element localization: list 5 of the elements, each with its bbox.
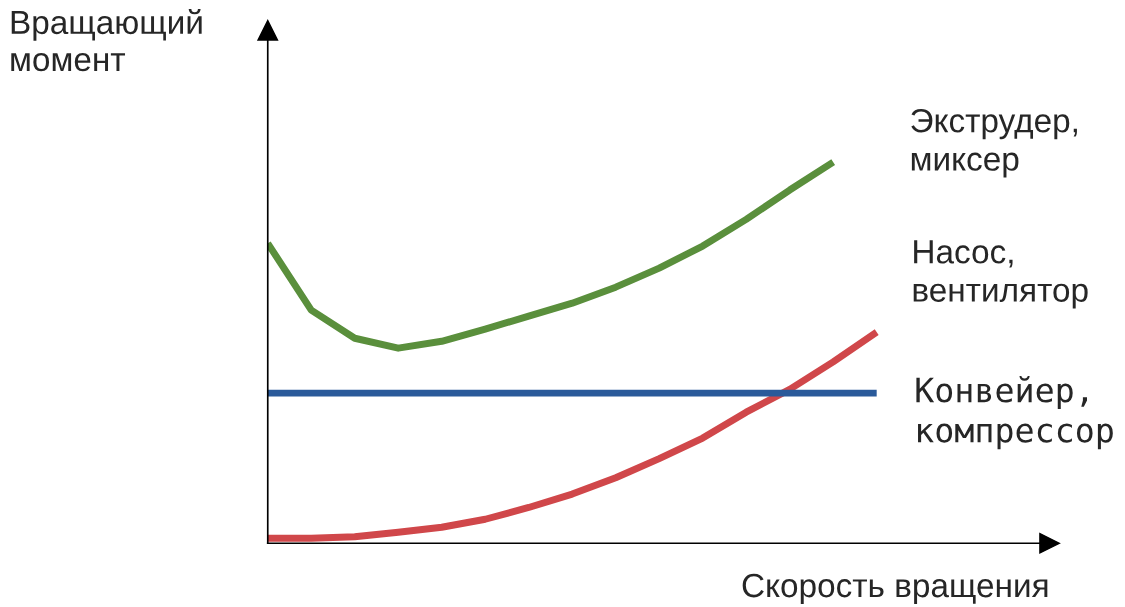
x-axis-title: Скорость вращения (742, 573, 1048, 604)
series-label: Насос, вентилятор (913, 240, 1088, 309)
series-label: Конвейер, компрессор (916, 375, 1113, 450)
text: Экструдер, миксер (911, 108, 1077, 178)
y-axis-title: Вращающий момент (11, 9, 202, 72)
